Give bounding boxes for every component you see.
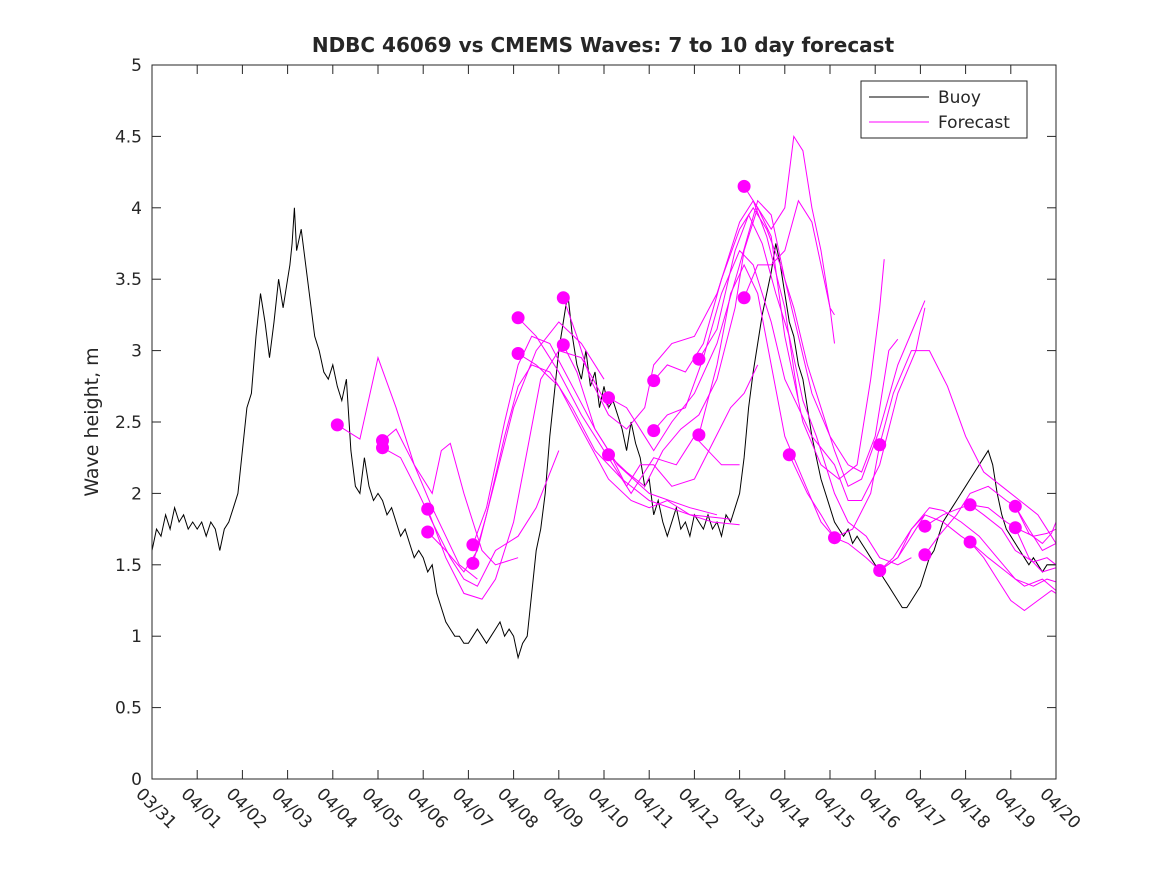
forecast-start-marker-14 bbox=[647, 374, 661, 388]
forecast-start-marker-10 bbox=[556, 291, 570, 305]
forecast-start-marker-17 bbox=[692, 428, 706, 442]
forecast-start-marker-18 bbox=[737, 179, 751, 193]
y-tick-label: 3 bbox=[131, 342, 142, 362]
legend: Buoy Forecast bbox=[860, 80, 1028, 139]
y-tick-label: 2 bbox=[131, 484, 142, 504]
forecast-start-marker-19 bbox=[737, 291, 751, 305]
legend-box bbox=[860, 80, 1028, 139]
plot-area bbox=[152, 134, 1056, 660]
forecast-series-line-11 bbox=[562, 344, 759, 488]
forecast-start-marker-3 bbox=[376, 441, 389, 455]
y-tick-label: 0.5 bbox=[115, 699, 142, 719]
forecast-series-line-5 bbox=[427, 321, 605, 573]
forecast-start-marker-23 bbox=[873, 564, 887, 577]
forecast-start-marker-13 bbox=[602, 448, 615, 462]
y-tick-label: 1.5 bbox=[115, 556, 142, 576]
forecast-series-line-28 bbox=[1014, 527, 1056, 573]
y-tick-label: 5 bbox=[131, 56, 142, 76]
forecast-start-marker-20 bbox=[782, 448, 796, 462]
forecast-series-line-9 bbox=[517, 353, 740, 526]
legend-forecast-label: Forecast bbox=[938, 113, 1010, 133]
forecast-start-marker-21 bbox=[828, 531, 841, 545]
forecast-series-line-23 bbox=[924, 504, 1056, 537]
forecast-series-line-24 bbox=[924, 485, 1056, 556]
forecast-start-marker-8 bbox=[511, 311, 525, 325]
forecast-series-line-26 bbox=[969, 504, 1056, 566]
y-tick-label: 0 bbox=[131, 770, 142, 790]
buoy-series-line bbox=[152, 207, 1056, 660]
y-tick-label: 2.5 bbox=[115, 413, 142, 433]
forecast-series-line-25 bbox=[969, 541, 1056, 612]
forecast-series-line-8 bbox=[517, 317, 740, 495]
forecast-start-marker-24 bbox=[918, 519, 932, 533]
forecast-series-line-6 bbox=[472, 335, 718, 545]
forecast-start-marker-29 bbox=[1008, 521, 1022, 535]
forecast-start-marker-28 bbox=[1008, 499, 1022, 513]
forecast-start-marker-9 bbox=[511, 347, 525, 360]
forecast-series-line-19 bbox=[743, 199, 835, 344]
forecast-start-marker-25 bbox=[918, 548, 932, 562]
y-tick-label: 1 bbox=[131, 627, 142, 647]
forecast-series-line-4 bbox=[427, 350, 609, 600]
forecast-series-line-10 bbox=[562, 199, 799, 430]
forecast-start-marker-5 bbox=[421, 525, 435, 539]
forecast-start-marker-1 bbox=[330, 418, 344, 432]
forecast-start-marker-12 bbox=[602, 391, 615, 405]
y-tick-label: 3.5 bbox=[115, 270, 142, 290]
legend-buoy-label: Buoy bbox=[938, 88, 981, 108]
forecast-series-line-12 bbox=[608, 199, 899, 473]
forecast-series-line-22 bbox=[879, 507, 1056, 587]
forecast-series-line-27 bbox=[1014, 506, 1056, 545]
y-tick-label: 4 bbox=[131, 199, 142, 219]
forecast-series-line-2 bbox=[382, 428, 519, 566]
forecast-start-marker-27 bbox=[963, 535, 977, 549]
forecast-start-marker-4 bbox=[421, 502, 435, 516]
forecast-start-marker-16 bbox=[692, 352, 706, 366]
forecast-series-line-15 bbox=[653, 249, 926, 501]
forecast-start-marker-7 bbox=[466, 556, 480, 570]
forecast-start-marker-15 bbox=[647, 424, 661, 438]
forecast-series-line-14 bbox=[653, 206, 926, 488]
forecast-series-line-3 bbox=[382, 447, 560, 587]
forecast-start-marker-11 bbox=[556, 338, 570, 352]
forecast-series-line-18 bbox=[743, 134, 835, 316]
forecast-series-line-16 bbox=[698, 213, 912, 566]
chart-title: NDBC 46069 vs CMEMS Waves: 7 to 10 day f… bbox=[312, 33, 895, 57]
y-tick-label: 4.5 bbox=[115, 127, 142, 147]
forecast-start-marker-6 bbox=[466, 538, 480, 552]
forecast-start-marker-26 bbox=[963, 498, 977, 512]
y-axis-label: Wave height, m bbox=[81, 347, 103, 496]
forecast-start-marker-22 bbox=[873, 438, 887, 452]
